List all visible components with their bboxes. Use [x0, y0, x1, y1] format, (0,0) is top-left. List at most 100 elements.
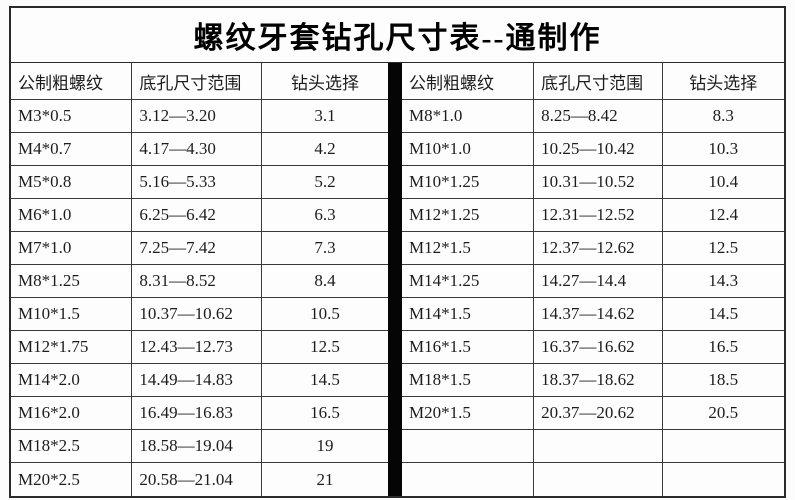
column-header-range: 底孔尺寸范围 [132, 63, 263, 100]
left-table: 公制粗螺纹 底孔尺寸范围 钻头选择 M3*0.5 3.12—3.20 3.1 M… [11, 63, 388, 496]
table-row: M10*1.5 10.37—10.62 10.5 [11, 298, 388, 331]
table-row [402, 463, 784, 496]
thread-cell: M16*2.0 [11, 397, 133, 430]
table-row: M5*0.8 5.16—5.33 5.2 [11, 166, 388, 199]
thread-cell: M14*2.0 [11, 364, 133, 397]
thread-cell: M14*1.25 [402, 265, 535, 298]
right-table: 公制粗螺纹 底孔尺寸范围 钻头选择 M8*1.0 8.25—8.42 8.3 M… [402, 63, 784, 496]
thread-cell: M8*1.0 [402, 100, 535, 133]
column-header-range: 底孔尺寸范围 [534, 63, 663, 100]
range-cell: 14.27—14.4 [534, 265, 663, 298]
range-cell: 8.31—8.52 [132, 265, 263, 298]
thread-cell: M10*1.5 [11, 298, 133, 331]
table-row: M14*2.0 14.49—14.83 14.5 [11, 364, 388, 397]
thread-cell [402, 463, 535, 496]
table-row: M8*1.25 8.31—8.52 8.4 [11, 265, 388, 298]
tables-container: 公制粗螺纹 底孔尺寸范围 钻头选择 M3*0.5 3.12—3.20 3.1 M… [11, 63, 784, 496]
drill-cell: 16.5 [662, 331, 784, 364]
drill-cell: 14.5 [662, 298, 784, 331]
page-title: 螺纹牙套钻孔尺寸表--通制作 [193, 22, 602, 55]
drill-cell [663, 463, 784, 496]
table-row: M3*0.5 3.12—3.20 3.1 [11, 100, 388, 133]
table-row: M10*1.0 10.25—10.42 10.3 [402, 133, 784, 166]
thread-cell: M20*1.5 [402, 397, 535, 430]
range-cell: 6.25—6.42 [132, 199, 263, 232]
thread-cell: M5*0.8 [11, 166, 133, 199]
drill-cell: 3.1 [262, 100, 388, 133]
thread-cell: M10*1.25 [402, 166, 535, 199]
table-row: M18*1.5 18.37—18.62 18.5 [402, 364, 784, 397]
drill-cell [662, 430, 784, 463]
drill-cell: 14.3 [662, 265, 784, 298]
drill-cell: 7.3 [262, 232, 388, 265]
thread-cell: M14*1.5 [402, 298, 535, 331]
drill-cell: 4.2 [262, 133, 388, 166]
range-cell: 16.49—16.83 [132, 397, 263, 430]
range-cell: 10.37—10.62 [132, 298, 263, 331]
thread-cell [402, 430, 535, 463]
thread-cell: M12*1.25 [402, 199, 535, 232]
thread-cell: M18*2.5 [11, 430, 133, 463]
table-row: M10*1.25 10.31—10.52 10.4 [402, 166, 784, 199]
range-cell: 20.58—21.04 [132, 463, 263, 496]
title-band: 螺纹牙套钻孔尺寸表--通制作 [11, 8, 784, 63]
right-table-header-row: 公制粗螺纹 底孔尺寸范围 钻头选择 [402, 63, 784, 100]
thread-cell: M12*1.5 [402, 232, 535, 265]
table-row: M16*1.5 16.37—16.62 16.5 [402, 331, 784, 364]
drill-cell: 10.4 [662, 166, 784, 199]
table-row: M4*0.7 4.17—4.30 4.2 [11, 133, 388, 166]
thread-cell: M4*0.7 [11, 133, 133, 166]
table-row: M18*2.5 18.58—19.04 19 [11, 430, 388, 463]
table-row: M14*1.5 14.37—14.62 14.5 [402, 298, 784, 331]
table-row: M14*1.25 14.27—14.4 14.3 [402, 265, 784, 298]
table-row: M20*1.5 20.37—20.62 20.5 [402, 397, 784, 430]
range-cell: 4.17—4.30 [132, 133, 263, 166]
drill-cell: 14.5 [262, 364, 388, 397]
drill-cell: 12.5 [662, 232, 784, 265]
thread-cell: M12*1.75 [11, 331, 133, 364]
range-cell: 3.12—3.20 [132, 100, 263, 133]
range-cell [534, 430, 663, 463]
range-cell: 14.49—14.83 [132, 364, 263, 397]
thread-cell: M16*1.5 [402, 331, 535, 364]
range-cell: 12.31—12.52 [534, 199, 663, 232]
column-header-thread: 公制粗螺纹 [402, 63, 535, 100]
table-row [402, 430, 784, 463]
table-row: M6*1.0 6.25—6.42 6.3 [11, 199, 388, 232]
range-cell [534, 463, 663, 496]
drill-cell: 10.3 [662, 133, 784, 166]
thread-cell: M7*1.0 [11, 232, 133, 265]
drill-cell: 20.5 [662, 397, 784, 430]
range-cell: 10.31—10.52 [534, 166, 663, 199]
range-cell: 7.25—7.42 [132, 232, 263, 265]
thread-cell: M18*1.5 [402, 364, 535, 397]
left-table-header-row: 公制粗螺纹 底孔尺寸范围 钻头选择 [11, 63, 388, 100]
drill-cell: 21 [316, 469, 334, 489]
drill-cell: 12.5 [262, 331, 388, 364]
table-row: M8*1.0 8.25—8.42 8.3 [402, 100, 784, 133]
drill-cell: 8.4 [262, 265, 388, 298]
table-row: M12*1.5 12.37—12.62 12.5 [402, 232, 784, 265]
column-header-thread: 公制粗螺纹 [11, 63, 133, 100]
drill-cell: 16.5 [262, 397, 388, 430]
range-cell: 8.25—8.42 [534, 100, 663, 133]
column-header-drill: 钻头选择 [662, 63, 784, 100]
table-row: M7*1.0 7.25—7.42 7.3 [11, 232, 388, 265]
drill-cell: 12.4 [662, 199, 784, 232]
table-frame: 螺纹牙套钻孔尺寸表--通制作 公制粗螺纹 底孔尺寸范围 钻头选择 M3*0.5 … [9, 6, 786, 498]
thread-cell: M6*1.0 [11, 199, 133, 232]
thread-cell: M3*0.5 [11, 100, 133, 133]
thread-cell: M8*1.25 [11, 265, 133, 298]
drill-cell: 6.3 [262, 199, 388, 232]
drill-cell: 19 [262, 430, 388, 463]
column-header-drill: 钻头选择 [262, 63, 388, 100]
range-cell: 10.25—10.42 [534, 133, 663, 166]
range-cell: 18.58—19.04 [132, 430, 263, 463]
range-cell: 18.37—18.62 [534, 364, 663, 397]
table-row: M16*2.0 16.49—16.83 16.5 [11, 397, 388, 430]
thread-cell: M10*1.0 [402, 133, 535, 166]
table-divider-bar [388, 63, 402, 496]
range-cell: 16.37—16.62 [534, 331, 663, 364]
drill-cell: 10.5 [262, 298, 388, 331]
